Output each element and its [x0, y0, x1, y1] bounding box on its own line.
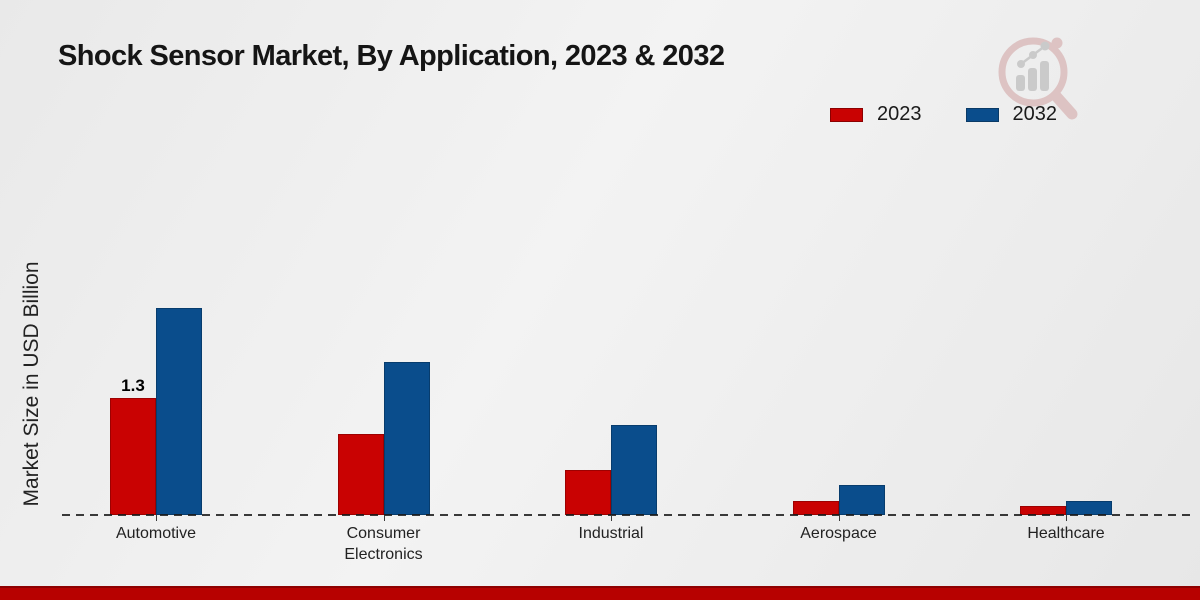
footer-accent-bar: [0, 586, 1200, 600]
legend-item-2032: 2032: [965, 103, 1058, 126]
bar-2032-aerospace: [838, 485, 885, 515]
bar-2032-healthcare: [1066, 501, 1112, 515]
logo-accent-dot-icon: [1051, 37, 1063, 49]
legend-item-2023: 2023: [830, 103, 922, 126]
bar-2023-consumer-electronics: [337, 434, 384, 515]
logo-bar-icon: [1016, 75, 1025, 91]
legend-swatch: [830, 107, 863, 122]
magnifier-handle-icon: [1050, 90, 1078, 120]
magnifier-ring-icon: [998, 37, 1068, 107]
bar-2023-industrial: [565, 470, 611, 515]
x-axis-baseline: [62, 514, 1193, 516]
legend-label: 2023: [877, 103, 922, 125]
bar-2032-consumer-electronics: [383, 362, 430, 515]
magnifier-bar-chart-logo: [998, 37, 1078, 120]
x-tick-aerospace: [838, 515, 840, 521]
category-label-consumer-electronics: Consumer Electronics: [344, 525, 423, 563]
bar-2032-automotive: [156, 308, 202, 515]
bar-2023-automotive: [110, 398, 156, 515]
category-label-healthcare: Healthcare: [1027, 525, 1105, 542]
x-tick-industrial: [611, 515, 612, 521]
legend-label: 2032: [1012, 103, 1058, 125]
logo-trend-dot-icon: [1029, 51, 1037, 59]
logo-trend-dot-icon: [1017, 60, 1025, 68]
legend-swatch: [965, 107, 999, 122]
chart-title: Shock Sensor Market, By Application, 202…: [58, 40, 725, 72]
x-tick-consumer-electronics: [383, 515, 385, 521]
category-label-industrial: Industrial: [578, 525, 644, 542]
bar-value-label: 1.3: [121, 376, 145, 395]
bar-2032-industrial: [611, 425, 657, 515]
logo-bar-icon: [1028, 68, 1037, 91]
category-label-automotive: Automotive: [115, 525, 197, 542]
x-tick-automotive: [156, 515, 157, 521]
logo-bar-icon: [1040, 61, 1049, 91]
x-tick-healthcare: [1066, 515, 1067, 521]
logo-trend-dot-icon: [1040, 41, 1050, 51]
legend: 2023 2032: [830, 103, 1057, 126]
category-label-aerospace: Aerospace: [800, 525, 877, 542]
bar-2023-aerospace: [792, 501, 839, 515]
